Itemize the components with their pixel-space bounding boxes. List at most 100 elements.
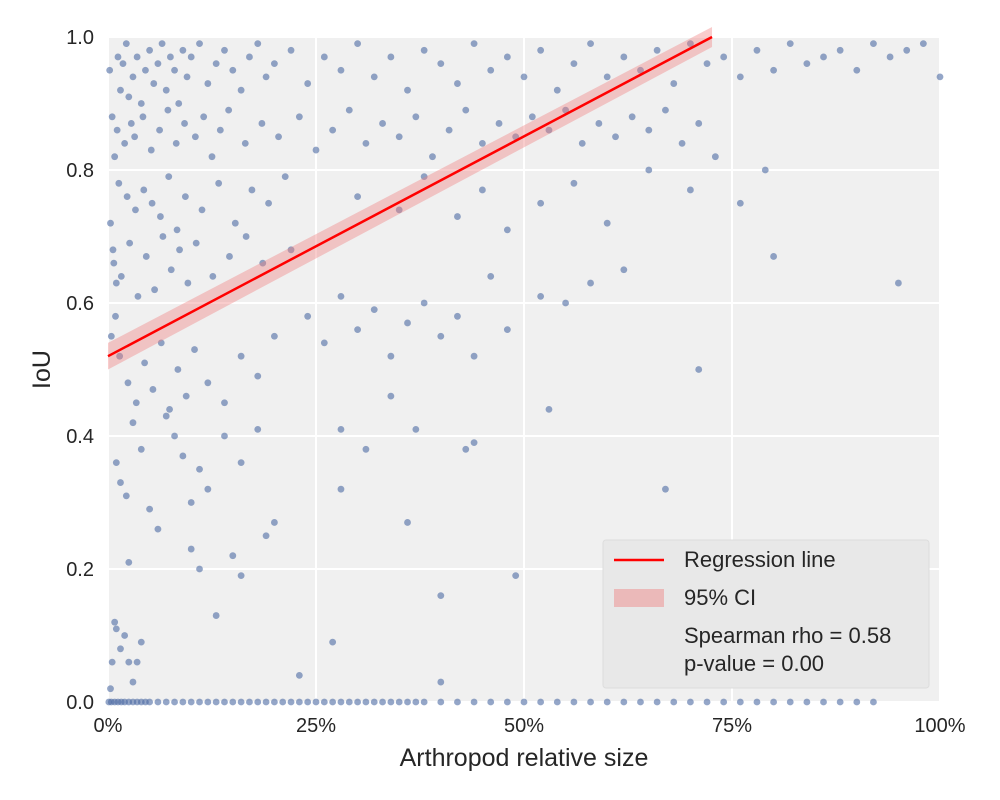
data-point bbox=[903, 46, 911, 54]
data-point bbox=[242, 233, 250, 240]
data-point bbox=[119, 60, 127, 67]
data-point bbox=[387, 392, 395, 400]
data-point bbox=[129, 73, 137, 81]
data-point bbox=[587, 279, 594, 287]
data-point bbox=[587, 40, 594, 48]
data-point bbox=[678, 140, 686, 147]
data-point bbox=[171, 432, 178, 440]
data-point bbox=[191, 346, 198, 353]
data-point bbox=[212, 612, 220, 619]
data-point bbox=[753, 46, 761, 54]
data-point-zero bbox=[221, 698, 228, 706]
regression-group bbox=[107, 27, 713, 370]
data-point bbox=[254, 372, 262, 380]
data-point bbox=[362, 140, 370, 147]
data-point-zero bbox=[254, 698, 262, 706]
data-point bbox=[187, 545, 195, 553]
data-point-zero bbox=[537, 698, 545, 706]
regression-line bbox=[107, 35, 713, 358]
data-point-zero bbox=[171, 698, 178, 706]
data-point bbox=[404, 519, 411, 526]
data-point bbox=[221, 46, 228, 54]
data-point bbox=[111, 153, 119, 161]
data-point bbox=[271, 60, 278, 67]
legend-ci-label: 95% CI bbox=[684, 585, 756, 610]
data-point-zero bbox=[487, 698, 495, 706]
data-point bbox=[503, 326, 511, 333]
data-point-zero bbox=[287, 698, 295, 706]
data-point bbox=[404, 86, 411, 94]
data-point-zero bbox=[770, 698, 777, 706]
data-point bbox=[437, 332, 445, 340]
data-point bbox=[562, 299, 569, 307]
data-point bbox=[570, 179, 578, 187]
data-point-zero bbox=[229, 698, 237, 706]
data-point bbox=[200, 113, 208, 121]
data-point bbox=[147, 146, 155, 154]
data-point bbox=[192, 239, 200, 247]
data-point bbox=[387, 53, 395, 61]
data-point-zero bbox=[196, 698, 203, 706]
data-point bbox=[404, 319, 411, 327]
data-point bbox=[720, 53, 728, 61]
data-point bbox=[141, 359, 149, 367]
data-point bbox=[165, 173, 173, 181]
data-point bbox=[337, 292, 345, 300]
data-point bbox=[121, 632, 129, 639]
data-point bbox=[437, 678, 445, 686]
data-point-zero bbox=[246, 698, 253, 706]
data-point bbox=[329, 126, 337, 134]
data-point bbox=[420, 173, 428, 181]
data-point bbox=[209, 273, 217, 280]
data-point bbox=[262, 532, 270, 540]
data-point bbox=[254, 40, 262, 48]
data-point bbox=[133, 658, 141, 666]
data-point bbox=[237, 459, 245, 466]
data-point bbox=[454, 80, 461, 87]
data-point-zero bbox=[387, 698, 395, 706]
data-point bbox=[545, 406, 553, 413]
data-point bbox=[117, 86, 124, 94]
data-point bbox=[537, 292, 545, 300]
data-point bbox=[437, 60, 445, 67]
data-point bbox=[304, 80, 312, 87]
data-point bbox=[370, 306, 378, 314]
data-point bbox=[174, 366, 182, 373]
data-point bbox=[337, 66, 345, 74]
data-point bbox=[295, 672, 303, 679]
y-axis-ticks: 0.0 0.2 0.4 0.6 0.8 1.0 bbox=[66, 27, 94, 714]
y-tick-label: 0.0 bbox=[66, 692, 94, 714]
data-point bbox=[653, 46, 661, 54]
data-point-zero bbox=[870, 698, 877, 706]
data-point bbox=[162, 412, 170, 420]
data-point bbox=[354, 193, 361, 201]
data-point bbox=[116, 352, 124, 360]
data-point bbox=[637, 66, 644, 74]
data-point bbox=[196, 565, 203, 573]
data-point bbox=[129, 419, 137, 427]
data-point bbox=[395, 206, 403, 214]
data-point bbox=[229, 66, 237, 74]
data-point bbox=[179, 452, 187, 460]
data-point-zero bbox=[437, 698, 445, 706]
data-point-zero bbox=[379, 698, 386, 706]
data-point-zero bbox=[354, 698, 361, 706]
data-point bbox=[132, 206, 139, 214]
data-point-zero bbox=[204, 698, 212, 706]
data-point bbox=[259, 259, 267, 267]
data-point bbox=[512, 572, 520, 580]
x-tick-label: 75% bbox=[712, 715, 752, 737]
data-point-zero bbox=[720, 698, 728, 706]
data-point bbox=[157, 213, 164, 220]
data-point bbox=[115, 179, 123, 187]
data-point bbox=[150, 80, 158, 87]
data-point bbox=[122, 492, 130, 500]
data-point-zero bbox=[803, 698, 811, 706]
data-point bbox=[114, 53, 122, 61]
data-point bbox=[595, 120, 603, 127]
data-point bbox=[761, 166, 769, 174]
y-tick-label: 0.6 bbox=[66, 293, 94, 315]
legend-box bbox=[602, 539, 930, 689]
data-point bbox=[176, 246, 183, 254]
